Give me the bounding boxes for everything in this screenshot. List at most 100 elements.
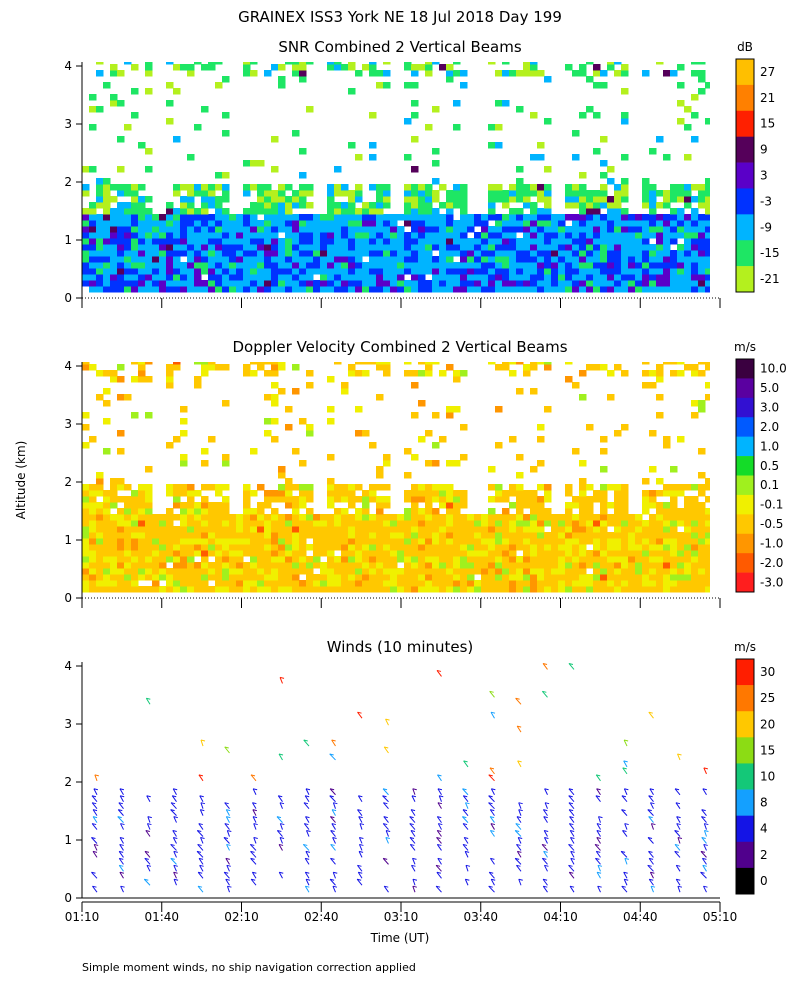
heat-cell <box>278 538 286 545</box>
heat-cell <box>194 362 202 365</box>
heat-cell <box>138 262 146 269</box>
heat-cell <box>411 502 419 509</box>
heat-cell <box>327 514 335 521</box>
heat-cell <box>117 394 125 401</box>
heat-cell <box>201 556 209 563</box>
heat-cell <box>201 244 209 251</box>
heat-cell <box>299 172 307 179</box>
heat-cell <box>593 574 601 581</box>
heat-cell <box>306 190 314 197</box>
heat-cell <box>439 484 447 491</box>
heat-cell <box>355 232 363 239</box>
wind-barb <box>677 753 681 761</box>
heat-cell <box>187 532 195 539</box>
heat-cell <box>271 526 279 533</box>
heat-cell <box>103 388 111 395</box>
heat-cell <box>327 562 335 569</box>
heat-cell <box>607 262 615 269</box>
heat-cell <box>131 112 139 119</box>
heat-cell <box>215 556 223 563</box>
heat-cell <box>327 250 335 257</box>
heat-cell <box>572 250 580 257</box>
heat-cell <box>705 532 710 539</box>
heat-cell <box>481 574 489 581</box>
wind-barb-flag <box>92 885 97 888</box>
heat-cell <box>600 280 608 287</box>
heat-cell <box>600 172 608 179</box>
heat-cell <box>285 562 293 569</box>
heat-cell <box>173 268 181 275</box>
colorbar-label: -0.5 <box>760 517 783 531</box>
wind-barb-flag <box>624 857 629 860</box>
heat-cell <box>579 112 587 119</box>
wind-barb <box>147 816 151 823</box>
wind-barb <box>332 802 336 809</box>
heat-cell <box>411 514 419 521</box>
heat-cell <box>411 70 419 77</box>
wind-barb <box>278 872 283 879</box>
heat-cell <box>110 262 118 269</box>
heat-cell <box>82 526 90 533</box>
heat-cell <box>341 382 349 389</box>
heat-cell <box>481 556 489 563</box>
heat-cell <box>481 238 489 245</box>
heat-cell <box>271 364 279 371</box>
heat-cell <box>432 550 440 557</box>
y-tick-label: 1 <box>64 833 72 847</box>
heat-cell <box>432 160 440 167</box>
heat-cell <box>446 508 454 515</box>
heat-cell <box>117 220 125 227</box>
heat-cell <box>320 214 328 221</box>
heat-cell <box>215 568 223 575</box>
heat-cell <box>663 508 671 515</box>
heat-cell <box>390 526 398 533</box>
heat-cell <box>593 538 601 545</box>
heat-cell <box>418 550 426 557</box>
colorbar-label: -2.0 <box>760 556 783 570</box>
heat-cell <box>432 106 440 113</box>
heat-cell <box>523 184 531 191</box>
heat-cell <box>551 268 559 275</box>
heat-cell <box>222 220 230 227</box>
heat-cell <box>362 280 370 287</box>
heat-cell <box>355 520 363 527</box>
heat-cell <box>404 262 412 269</box>
heat-cell <box>572 532 580 539</box>
heat-cell <box>180 514 188 521</box>
wind-barb <box>568 871 575 879</box>
heat-cell <box>663 490 671 497</box>
heat-cell <box>516 238 524 245</box>
heat-cell <box>537 520 545 527</box>
heat-cell <box>691 364 699 371</box>
wind-barb <box>146 865 151 872</box>
heat-cell <box>432 268 440 275</box>
heat-cell <box>488 568 496 575</box>
heat-cell <box>138 568 146 575</box>
heat-cell <box>264 532 272 539</box>
heat-cell <box>446 496 454 503</box>
heat-cell <box>138 286 146 293</box>
heat-cell <box>173 484 181 491</box>
wind-barb-flag <box>703 843 708 846</box>
heat-cell <box>579 514 587 521</box>
heat-cell <box>488 226 496 233</box>
wind-barb-flag <box>331 823 336 826</box>
heat-cell <box>572 586 580 593</box>
heat-cell <box>334 244 342 251</box>
heat-cell <box>544 76 552 83</box>
heat-cell <box>236 262 244 269</box>
heat-cell <box>453 556 461 563</box>
heat-cell <box>593 256 601 263</box>
wind-barb <box>197 871 204 879</box>
heat-cell <box>194 490 202 497</box>
heat-cell <box>523 490 531 497</box>
heat-cell <box>698 280 706 287</box>
wind-barb-flag <box>305 885 310 888</box>
heat-cell <box>446 550 454 557</box>
heat-cell <box>355 262 363 269</box>
wind-barb-flag <box>410 843 415 846</box>
heat-cell <box>621 502 629 509</box>
heat-cell <box>607 394 615 401</box>
heat-cell <box>341 526 349 533</box>
heat-cell <box>292 62 300 65</box>
